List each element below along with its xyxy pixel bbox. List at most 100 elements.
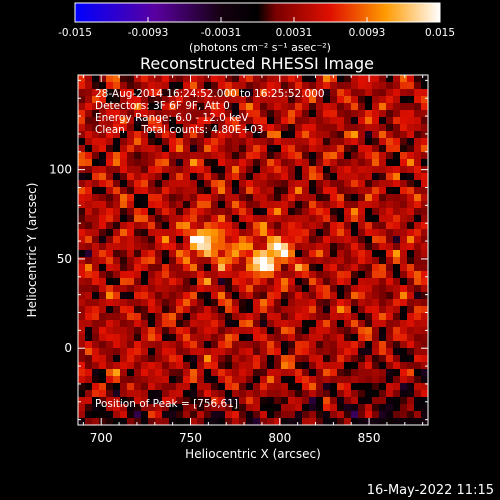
heatmap-cell [407,159,415,167]
heatmap-cell [225,89,233,97]
heatmap-cell [78,222,86,230]
heatmap-cell [204,117,212,125]
heatmap-cell [169,194,177,202]
heatmap-cell [232,75,240,83]
heatmap-cell [127,110,135,118]
heatmap-cell [239,383,247,391]
heatmap-cell [386,404,394,412]
heatmap-cell [169,103,177,111]
heatmap-cell [288,166,296,174]
heatmap-cell [176,348,184,356]
heatmap-cell [316,397,324,405]
heatmap-cell [127,180,135,188]
heatmap-cell [162,131,170,139]
heatmap-cell [274,264,282,272]
heatmap-cell [274,404,282,412]
heatmap-cell [169,327,177,335]
heatmap-cell [337,222,345,230]
heatmap-cell [365,278,373,286]
heatmap-cell [400,131,408,139]
heatmap-cell [239,334,247,342]
heatmap-cell [379,306,387,314]
heatmap-cell [176,145,184,153]
heatmap-cell [372,145,380,153]
heatmap-cell [190,348,198,356]
heatmap-cell [197,82,205,90]
colorbar-tick-label: 0.015 [425,27,455,39]
heatmap-cell [253,201,261,209]
heatmap-cell [337,341,345,349]
heatmap-cell [407,110,415,118]
heatmap-cell [295,250,303,258]
heatmap-cell [365,313,373,321]
heatmap-cell [316,411,324,419]
heatmap-cell [148,306,156,314]
heatmap-cell [260,152,268,160]
heatmap-cell [155,369,163,377]
heatmap-cell [225,397,233,405]
heatmap-cell [113,292,121,300]
heatmap-cell [204,180,212,188]
heatmap-cell [414,159,422,167]
heatmap-cell [239,75,247,83]
heatmap-cell [295,320,303,328]
heatmap-cell [260,404,268,412]
heatmap-cell [141,348,149,356]
heatmap-cell [155,110,163,118]
heatmap-cell [78,250,86,258]
heatmap-cell [351,257,359,265]
heatmap-cell [141,271,149,279]
heatmap-cell [155,243,163,251]
heatmap-cell [414,397,422,405]
heatmap-cell [351,124,359,132]
heatmap-cell [78,201,86,209]
heatmap-cell [218,278,226,286]
heatmap-cell [134,222,142,230]
heatmap-cell [218,159,226,167]
heatmap-cell [393,124,401,132]
heatmap-cell [330,250,338,258]
heatmap-cell [183,159,191,167]
heatmap-cell [155,348,163,356]
heatmap-cell [281,341,289,349]
heatmap-cell [141,369,149,377]
heatmap-cell [344,131,352,139]
heatmap-cell [267,411,275,419]
heatmap-cell [204,96,212,104]
heatmap-cell [253,355,261,363]
heatmap-cell [127,103,135,111]
heatmap-cell [176,369,184,377]
heatmap-cell [211,355,219,363]
heatmap-cell [372,103,380,111]
heatmap-cell [351,327,359,335]
heatmap-cell [323,320,331,328]
heatmap-cell [379,285,387,293]
heatmap-cell [141,264,149,272]
heatmap-cell [407,285,415,293]
heatmap-cell [365,180,373,188]
heatmap-cell [344,138,352,146]
heatmap-cell [78,376,86,384]
heatmap-cell [323,180,331,188]
heatmap-cell [302,110,310,118]
heatmap-cell [85,362,93,370]
heatmap-cell [414,236,422,244]
heatmap-cell [183,236,191,244]
heatmap-cell [379,215,387,223]
heatmap-cell [337,180,345,188]
heatmap-cell [295,418,303,425]
heatmap-cell [176,89,184,97]
heatmap-cell [204,215,212,223]
heatmap-cell [232,341,240,349]
heatmap-cell [120,278,128,286]
heatmap-cell [134,299,142,307]
heatmap-cell [106,229,114,237]
heatmap-cell [99,285,107,293]
heatmap-cell [246,215,254,223]
heatmap-cell [162,215,170,223]
heatmap-cell [253,285,261,293]
heatmap-cell [169,257,177,265]
heatmap-cell [106,306,114,314]
heatmap-cell [211,173,219,181]
heatmap-cell [344,264,352,272]
